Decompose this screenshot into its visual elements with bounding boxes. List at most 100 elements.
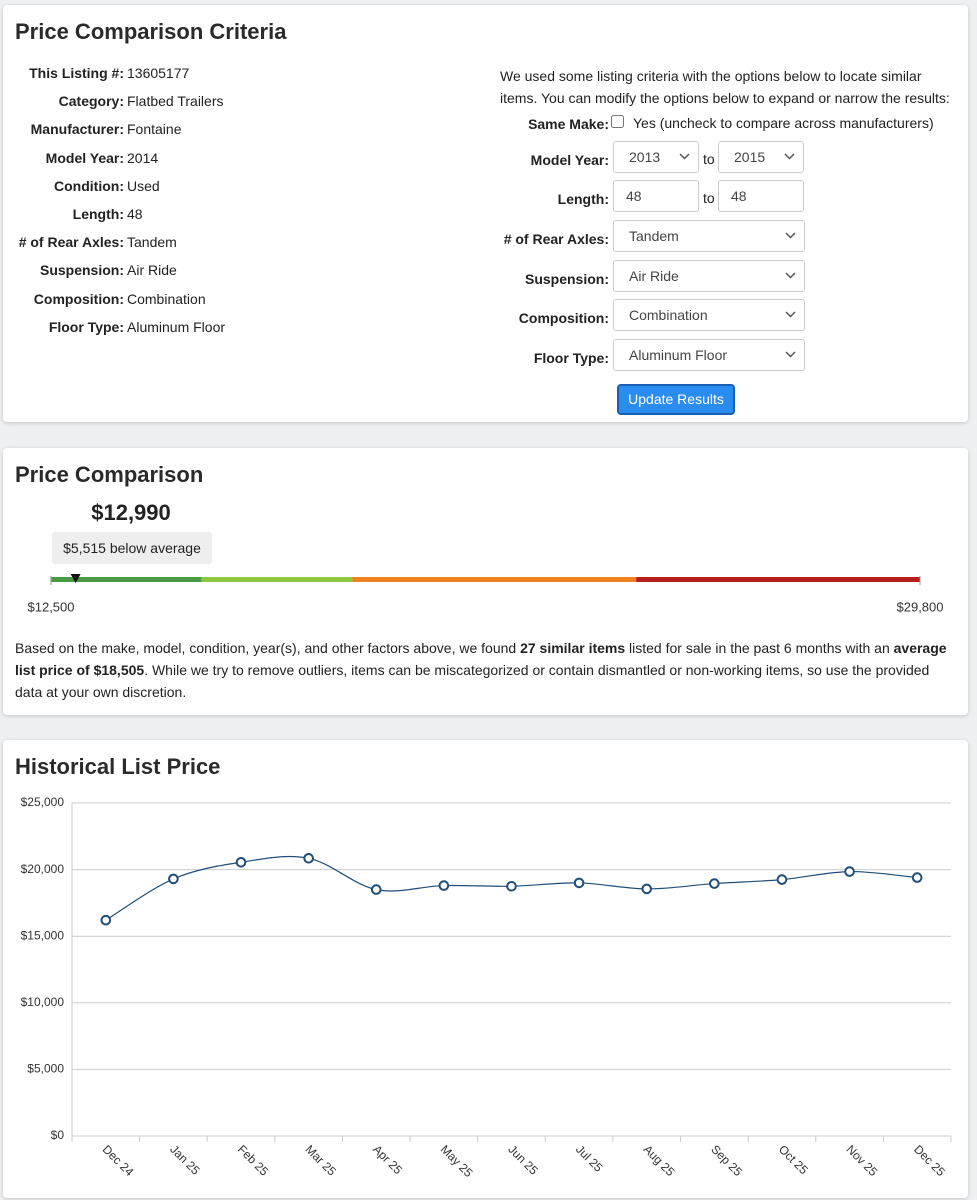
price-point xyxy=(235,856,247,868)
chevron xyxy=(784,153,795,160)
form-label: Length: xyxy=(557,191,609,207)
chart: $0 $5,000 $10,000 $15,000 $20,000 $25,000 Dec … xyxy=(21,795,952,1180)
note-text: listed for sale in the past 6 months wit… xyxy=(625,640,894,656)
form-label: # of Rear Axles: xyxy=(503,231,609,247)
text-input[interactable]: 48 xyxy=(718,180,804,212)
x-tick-label: Sep 25 xyxy=(708,1142,745,1179)
gauge-min-label: $12,500 xyxy=(28,599,75,614)
price-point xyxy=(303,852,314,864)
note: Based on the make, model, condition, yea… xyxy=(15,637,960,703)
text-input[interactable]: 48 xyxy=(613,180,699,212)
chevron xyxy=(785,232,796,239)
card-title: Historical List Price xyxy=(15,754,221,779)
y-tick-label: $25,000 xyxy=(21,795,65,809)
x-tick-label: Nov 25 xyxy=(843,1142,880,1179)
detail-value: Flatbed Trailers xyxy=(127,93,224,110)
x-tick-label: Dec 25 xyxy=(911,1142,948,1179)
price-point xyxy=(776,874,788,885)
detail-value: Tandem xyxy=(127,234,177,251)
detail-value: 48 xyxy=(127,206,143,222)
price-point xyxy=(438,880,450,891)
form-label: Composition: xyxy=(518,310,609,327)
detail-value: 13605177 xyxy=(127,65,190,81)
detail-label: # of Rear Axles: xyxy=(18,234,124,251)
note-text: . While we try to remove outliers, items… xyxy=(15,662,930,700)
detail-label: Floor Type: xyxy=(48,318,124,335)
price-gauge: $12,500 $29,800 xyxy=(28,574,944,614)
note-strong: average list price of $18,505 xyxy=(15,640,947,678)
detail-label: Composition: xyxy=(33,290,124,307)
separator: to xyxy=(703,151,715,167)
price-point xyxy=(168,873,179,885)
criteria-card: Price Comparison Criteria This Listing #… xyxy=(3,5,968,422)
note-text: Based on the make, model, condition, yea… xyxy=(15,640,521,656)
gauge-max-label: $29,800 xyxy=(897,599,944,614)
select[interactable]: 2015 xyxy=(718,141,804,173)
price-point xyxy=(573,877,585,889)
x-tick-label: Feb 25 xyxy=(235,1142,272,1179)
note-strong: 27 similar items xyxy=(520,640,626,656)
x-tick-label: Mar 25 xyxy=(303,1142,340,1179)
detail-value: Fontaine xyxy=(127,121,182,138)
detail-label: Manufacturer: xyxy=(30,121,124,138)
price-point xyxy=(506,880,517,892)
gauge-segment xyxy=(352,577,637,582)
price-marker xyxy=(70,574,81,583)
y-tick-label: $10,000 xyxy=(21,995,65,1009)
detail-value: 2014 xyxy=(127,149,159,166)
gauge-segment xyxy=(201,577,353,582)
select-value: Tandem xyxy=(629,228,679,244)
intro: We used some listing criteria with the o… xyxy=(500,68,950,106)
comparison-card: Price Comparison $12,990 $5,515 below av… xyxy=(3,448,968,715)
price-point xyxy=(844,866,855,877)
detail-label: Category: xyxy=(58,93,124,110)
detail-value: Aluminum Floor xyxy=(127,318,226,335)
form-label: Floor Type: xyxy=(533,349,609,366)
form-label: Suspension: xyxy=(524,270,609,287)
x-tick-label: Jan 25 xyxy=(167,1142,203,1178)
price-badge: $5,515 below average xyxy=(52,532,212,564)
gauge-segment xyxy=(636,577,920,582)
select[interactable]: 2013 xyxy=(613,141,699,173)
detail-label: Model Year: xyxy=(45,149,124,166)
detail-value: Air Ride xyxy=(127,262,177,279)
separator: to xyxy=(703,190,715,206)
card-title: Price Comparison xyxy=(15,462,204,487)
x-tick-label: Jun 25 xyxy=(505,1142,541,1178)
chevron xyxy=(679,153,690,160)
detail-label: This Listing #: xyxy=(29,65,124,81)
select-value: Aluminum Floor xyxy=(629,346,728,363)
card-title: Price Comparison Criteria xyxy=(15,19,287,44)
form-label: Same Make: xyxy=(528,116,609,132)
x-tick-label: Aug 25 xyxy=(641,1142,678,1179)
gauge-segment xyxy=(51,577,202,582)
select-value: 2015 xyxy=(734,149,766,165)
y-tick-label: $15,000 xyxy=(21,928,65,942)
select[interactable]: Air Ride xyxy=(613,259,805,292)
checkbox-label: Yes (uncheck to compare across manufactu… xyxy=(633,115,934,131)
x-tick-label: May 25 xyxy=(438,1142,476,1180)
price-point xyxy=(709,878,720,889)
detail-value: Used xyxy=(127,177,160,194)
select[interactable]: Aluminum Floor xyxy=(613,338,805,371)
checkbox[interactable] xyxy=(611,115,624,128)
detail-value: Combination xyxy=(127,290,206,307)
price-point xyxy=(911,872,923,883)
x-tick-label: Oct 25 xyxy=(776,1142,811,1177)
select-value: Air Ride xyxy=(629,267,679,284)
select-value: Combination xyxy=(629,307,708,324)
form-label: Model Year: xyxy=(530,152,609,168)
history-card: Historical List Price xyxy=(3,740,968,1198)
x-tick-label: Apr 25 xyxy=(370,1142,405,1177)
chevron xyxy=(785,272,796,279)
detail-label: Condition: xyxy=(54,177,124,194)
price: $12,990 xyxy=(91,500,171,525)
update-button[interactable]: Update Results xyxy=(617,384,735,415)
x-tick-label: Jul 25 xyxy=(573,1142,606,1175)
price-point xyxy=(370,884,382,895)
price-point xyxy=(641,883,653,895)
select[interactable]: Combination xyxy=(613,299,805,332)
select[interactable]: Tandem xyxy=(613,220,805,252)
detail-label: Suspension: xyxy=(39,262,124,279)
